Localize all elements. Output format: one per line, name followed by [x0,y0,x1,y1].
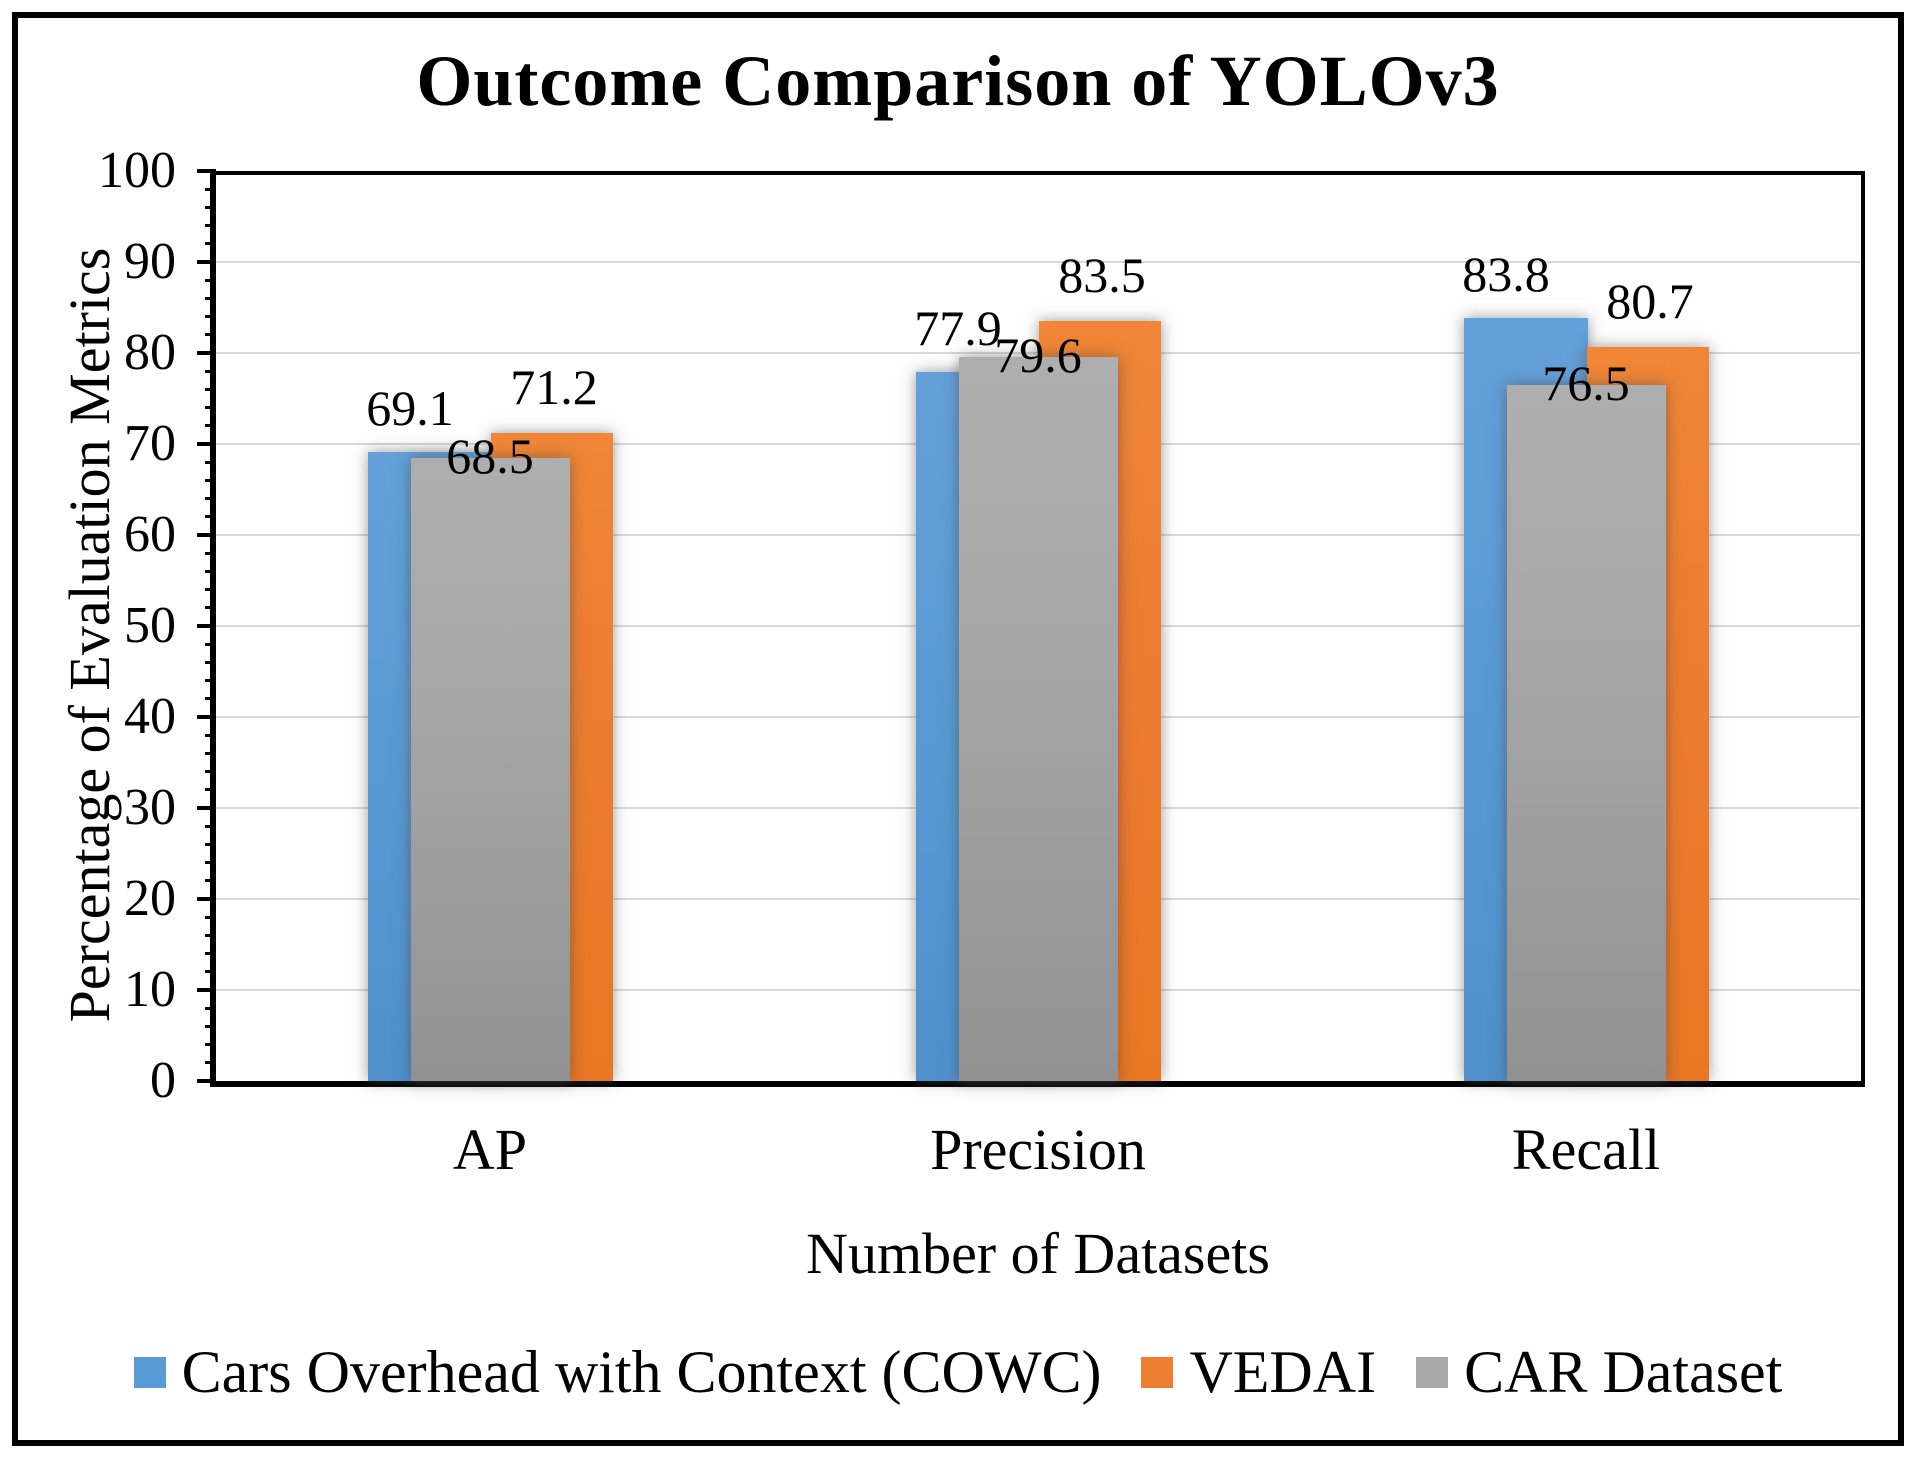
legend-swatch-icon [133,1356,166,1388]
bar-precision-series2 [959,357,1118,1081]
y-minor-tick-76 [205,388,216,391]
data-label-recall-series1: 80.7 [1606,273,1694,329]
y-minor-tick-88 [205,279,216,282]
y-minor-tick-62 [205,515,216,518]
y-minor-tick-86 [205,297,216,300]
legend-item-2: CAR Dataset [1416,1336,1782,1408]
y-minor-tick-68 [205,461,216,464]
category-label-recall: Recall [1511,1117,1661,1182]
y-minor-tick-26 [205,843,216,846]
legend: Cars Overhead with Context (COWC) VEDAI CA… [30,1332,1886,1412]
y-tick-label-80: 80 [124,324,176,381]
legend-swatch-icon [1416,1356,1449,1388]
bar-recall-series2 [1507,385,1666,1081]
y-tick-label-100: 100 [98,142,176,199]
y-minor-tick-82 [205,333,216,336]
y-minor-tick-4 [205,1043,216,1046]
gridline-80 [216,352,1860,354]
y-tick-label-50: 50 [124,597,176,654]
y-minor-tick-12 [205,970,216,973]
y-minor-tick-6 [205,1025,216,1028]
data-label-precision-series1: 83.5 [1058,247,1146,303]
y-minor-tick-58 [205,552,216,555]
y-minor-tick-22 [205,879,216,882]
y-minor-tick-24 [205,861,216,864]
data-label-recall-series0: 83.8 [1462,246,1550,302]
y-minor-tick-2 [205,1061,216,1064]
y-minor-tick-34 [205,770,216,773]
data-label-recall-series2: 76.5 [1542,355,1630,411]
y-minor-tick-48 [205,643,216,646]
bar-ap-series2 [411,458,570,1081]
y-major-tick-40 [197,715,216,719]
y-minor-tick-64 [205,497,216,500]
y-major-tick-70 [197,442,216,446]
y-minor-tick-38 [205,734,216,737]
y-minor-tick-66 [205,479,216,482]
y-major-tick-100 [197,169,216,173]
legend-label: CAR Dataset [1464,1339,1783,1405]
y-tick-label-20: 20 [124,870,176,927]
y-minor-tick-8 [205,1007,216,1010]
y-tick-label-70: 70 [124,415,176,472]
y-minor-tick-14 [205,952,216,955]
data-label-precision-series0: 77.9 [914,300,1002,356]
y-minor-tick-16 [205,934,216,937]
legend-label: Cars Overhead with Context (COWC) [181,1339,1102,1405]
gridline-90 [216,261,1860,263]
y-tick-label-10: 10 [124,961,176,1018]
y-minor-tick-42 [205,697,216,700]
x-axis-title: Number of Datasets [806,1221,1270,1286]
y-major-tick-60 [197,533,216,537]
data-label-ap-series0: 69.1 [366,380,454,436]
y-minor-tick-52 [205,606,216,609]
y-tick-label-90: 90 [124,233,176,290]
y-minor-tick-98 [205,188,216,191]
y-minor-tick-78 [205,370,216,373]
y-minor-tick-72 [205,424,216,427]
y-tick-label-0: 0 [150,1052,176,1109]
legend-item-0: Cars Overhead with Context (COWC) [133,1336,1102,1408]
y-major-tick-30 [197,806,216,810]
y-major-tick-0 [197,1079,216,1083]
data-label-precision-series2: 79.6 [994,327,1082,383]
y-minor-tick-36 [205,752,216,755]
y-minor-tick-46 [205,661,216,664]
y-minor-tick-94 [205,224,216,227]
y-major-tick-10 [197,988,216,992]
y-tick-label-30: 30 [124,779,176,836]
y-minor-tick-44 [205,679,216,682]
y-major-tick-50 [197,624,216,628]
y-minor-tick-96 [205,206,216,209]
y-major-tick-80 [197,351,216,355]
category-label-ap: AP [452,1117,528,1182]
y-minor-tick-84 [205,315,216,318]
data-label-ap-series2: 68.5 [446,428,534,484]
y-minor-tick-32 [205,788,216,791]
category-label-precision: Precision [930,1117,1146,1182]
legend-label: VEDAI [1189,1339,1377,1405]
y-minor-tick-28 [205,825,216,828]
y-major-tick-90 [197,260,216,264]
legend-item-1: VEDAI [1141,1336,1376,1408]
y-tick-label-40: 40 [124,688,176,745]
chart-title: Outcome Comparison of YOLOv3 [416,41,1500,121]
y-minor-tick-56 [205,570,216,573]
y-minor-tick-18 [205,916,216,919]
y-minor-tick-74 [205,406,216,409]
y-major-tick-20 [197,897,216,901]
y-minor-tick-92 [205,242,216,245]
y-tick-label-60: 60 [124,506,176,563]
legend-swatch-icon [1141,1356,1174,1388]
data-label-ap-series1: 71.2 [510,359,598,415]
y-minor-tick-54 [205,588,216,591]
